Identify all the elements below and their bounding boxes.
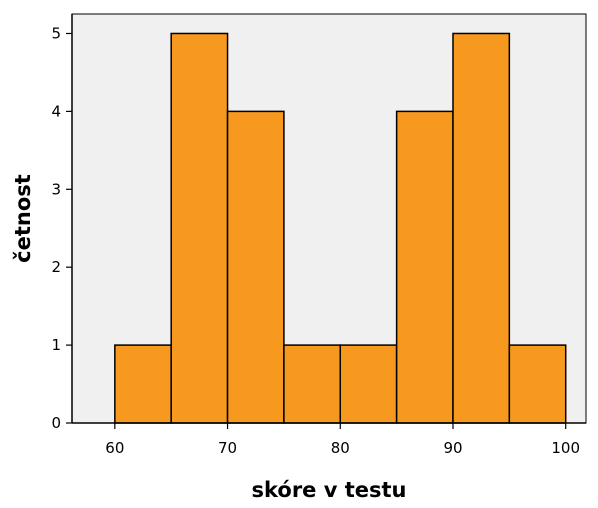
bars-group bbox=[114, 32, 567, 424]
y-tick-label: 4 bbox=[51, 102, 61, 120]
x-axis: 60 70 80 90 100 bbox=[72, 422, 586, 457]
y-axis: 0 1 2 3 4 5 bbox=[51, 14, 73, 432]
x-tick-label: 60 bbox=[105, 439, 124, 457]
y-tick-label: 5 bbox=[51, 24, 61, 42]
x-axis-title: skóre v testu bbox=[251, 478, 406, 502]
x-tick-label: 90 bbox=[443, 439, 462, 457]
histogram-bar-75-80 bbox=[283, 344, 342, 424]
x-tick-label: 80 bbox=[331, 439, 350, 457]
y-tick-label: 1 bbox=[51, 336, 61, 354]
y-tick-label: 3 bbox=[51, 180, 61, 198]
histogram-bar-70-75 bbox=[226, 110, 285, 424]
histogram-bar-60-65 bbox=[114, 344, 172, 424]
y-tick-label: 0 bbox=[51, 414, 61, 432]
histogram-bar-90-95 bbox=[452, 32, 511, 424]
histogram-bar-85-90 bbox=[395, 110, 454, 424]
y-axis-title: četnost bbox=[11, 174, 35, 263]
histogram-bar-65-70 bbox=[170, 32, 229, 424]
histogram-bar-95-100 bbox=[508, 344, 567, 424]
y-tick-label: 2 bbox=[51, 258, 61, 276]
x-tick-label: 70 bbox=[218, 439, 237, 457]
x-tick-label: 100 bbox=[551, 439, 580, 457]
histogram-bar-80-85 bbox=[339, 344, 398, 424]
